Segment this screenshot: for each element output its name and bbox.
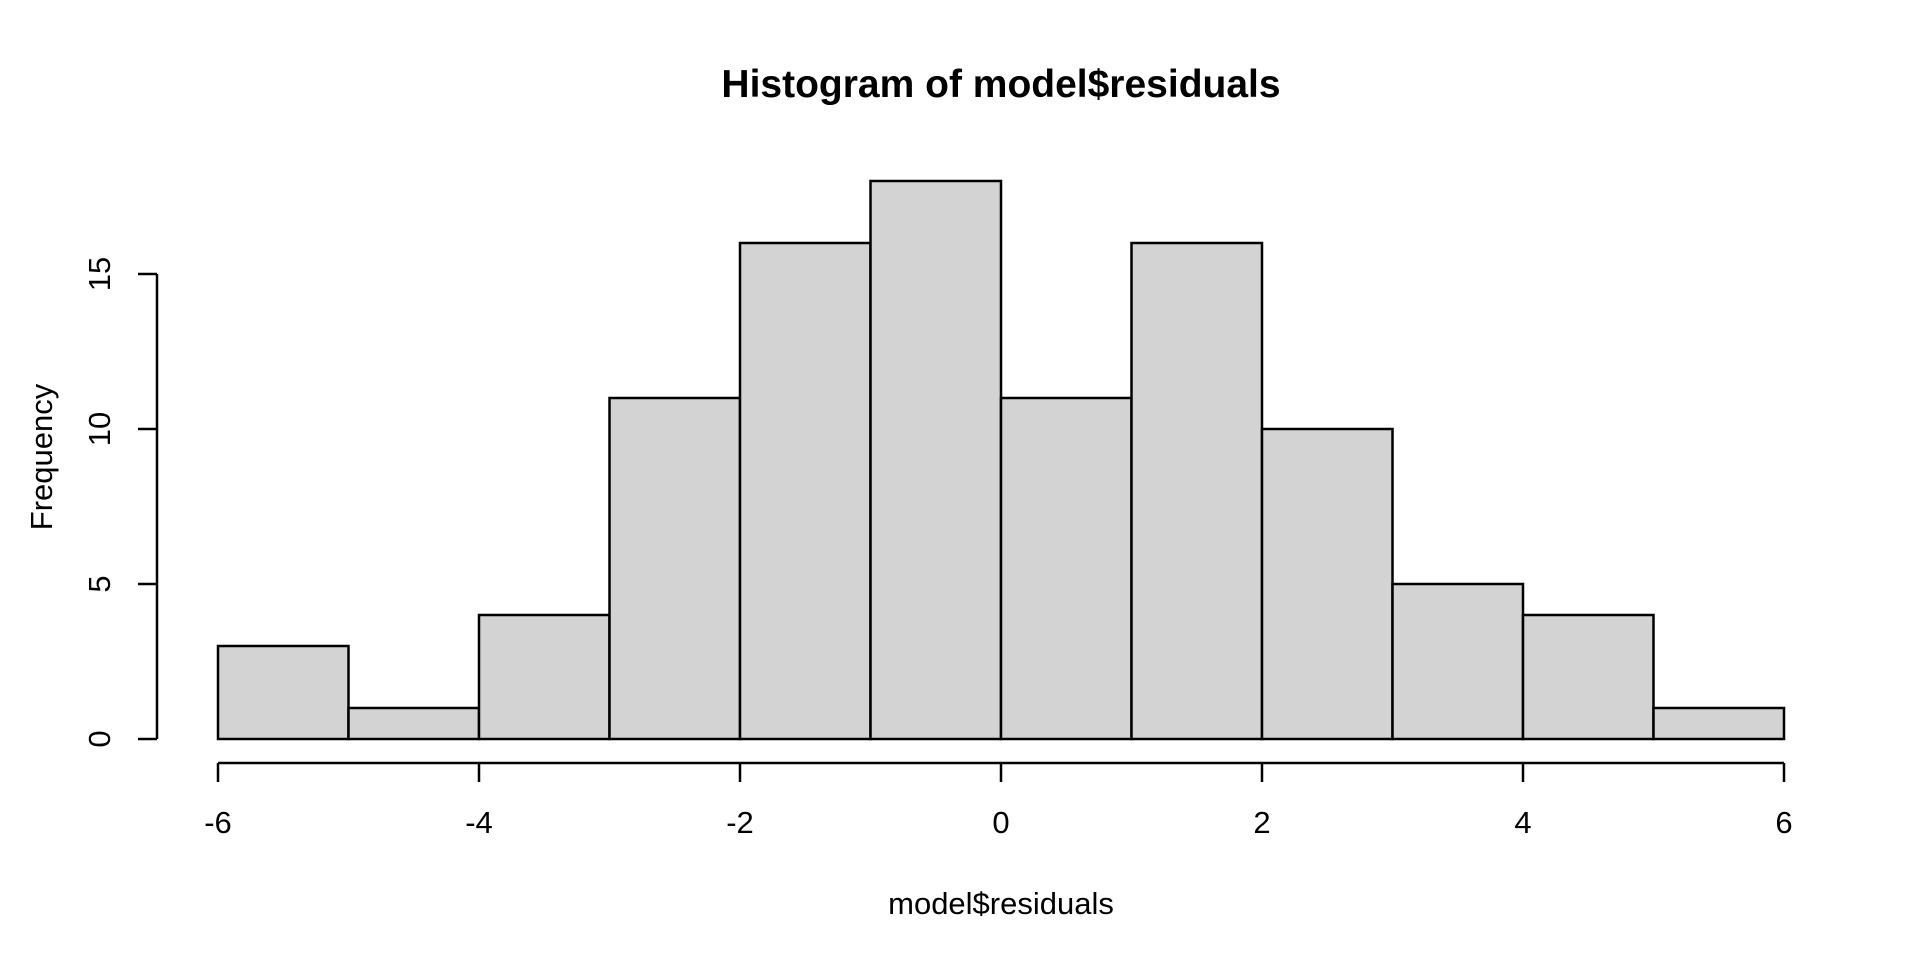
histogram-bar [347,706,481,741]
y-axis-label: Frequency [24,383,59,530]
histogram-bar [216,644,350,741]
y-tick-label: 5 [82,575,117,592]
x-tick-label: 2 [1253,805,1270,840]
chart-title: Histogram of model$residuals [721,63,1280,106]
y-tick-label: 0 [82,730,117,747]
x-tick-label: -2 [726,805,754,840]
histogram-bar [1521,613,1655,741]
x-axis-label: model$residuals [888,886,1114,921]
histogram-bar [1130,241,1264,741]
histogram-bar [999,396,1133,741]
histogram-bar [477,613,611,741]
bars-group [216,179,1786,741]
histogram-bar [1391,582,1525,741]
histogram-bar [608,396,742,741]
x-tick-label: 4 [1514,805,1531,840]
y-tick-label: 10 [82,412,117,446]
y-tick-label: 15 [82,257,117,291]
histogram-bar [1260,427,1394,741]
histogram-bar [869,179,1003,741]
x-axis: -6 -4 -2 0 2 4 6 [204,761,1793,840]
x-tick-label: 0 [992,805,1009,840]
y-axis: 0 5 10 15 [82,257,159,748]
histogram-bar [1652,706,1786,741]
x-tick-label: -4 [465,805,493,840]
x-tick-label: 6 [1775,805,1792,840]
x-tick-label: -6 [204,805,232,840]
histogram-bar [738,241,872,741]
